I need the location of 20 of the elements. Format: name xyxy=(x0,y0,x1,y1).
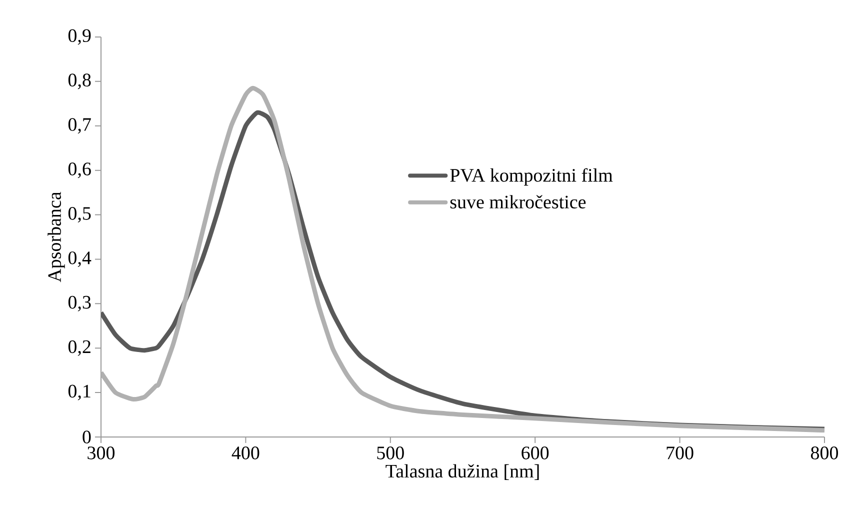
x-tick-label: 400 xyxy=(232,446,260,460)
y-tick-label: 0 xyxy=(82,430,91,444)
y-tick-label: 0,4 xyxy=(68,251,92,267)
x-axis-title: Talasna dužina [nm] xyxy=(386,464,539,480)
y-tick-label: 0,7 xyxy=(68,118,91,134)
y-tick-label: 0,8 xyxy=(68,74,91,90)
y-tick-label: 0,2 xyxy=(68,340,90,356)
y-tick-label: 0,6 xyxy=(68,162,91,178)
x-tick-label: 600 xyxy=(522,446,549,460)
x-tick-label: 800 xyxy=(810,446,838,460)
legend-label: PVA kompozitni film xyxy=(450,168,613,186)
x-tick-label: 300 xyxy=(88,446,115,460)
x-tick-label: 700 xyxy=(666,446,694,460)
y-tick-label: 0,9 xyxy=(68,29,91,45)
y-axis-title: Apsorbanca xyxy=(48,192,65,282)
legend-label: suve mikročestice xyxy=(450,195,586,208)
y-tick-label: 0,5 xyxy=(68,207,91,223)
y-tick-label: 0,1 xyxy=(68,384,90,400)
x-tick-label: 500 xyxy=(377,446,404,460)
y-tick-label: 0,3 xyxy=(68,296,91,312)
